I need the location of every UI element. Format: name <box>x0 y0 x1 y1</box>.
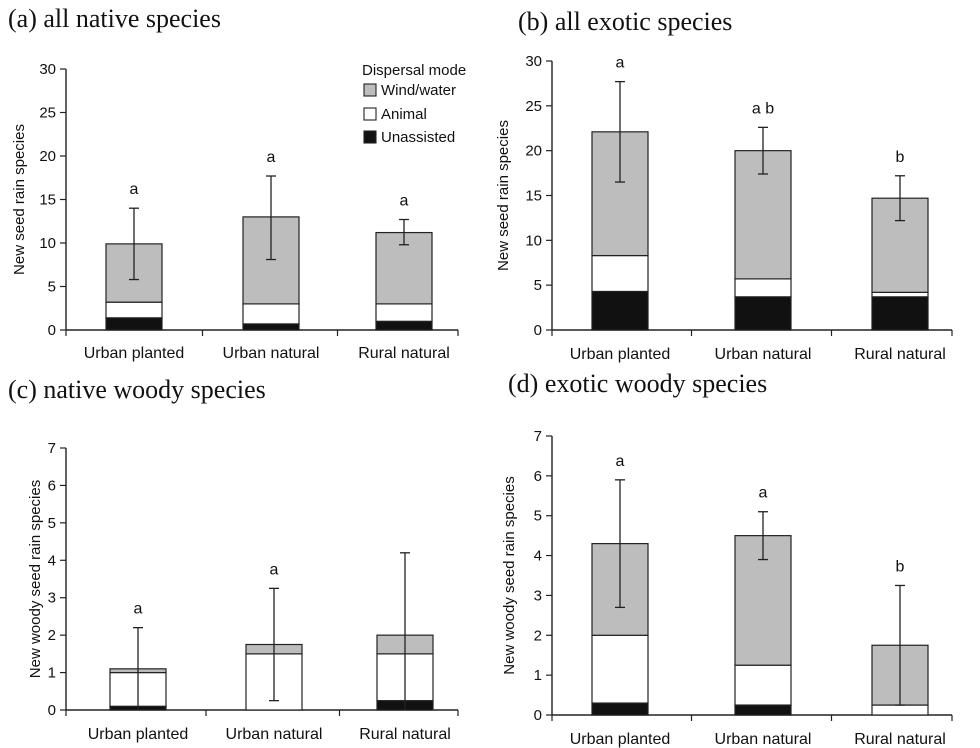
bar-segment-animal <box>734 664 792 706</box>
panel-title: (c) native woody species <box>8 375 266 404</box>
panel-title: (d) exotic woody species <box>508 369 767 398</box>
y-tick-label: 3 <box>534 587 542 604</box>
legend-swatch-wind-water <box>363 83 377 97</box>
chart-panel-c: (c) native woody species New woody seed r… <box>8 375 459 743</box>
y-tick-label: 5 <box>48 279 56 296</box>
bar-segment-unassisted <box>734 296 792 331</box>
category-label: Urban natural <box>715 731 812 748</box>
y-axis-label: New seed rain species <box>11 124 28 275</box>
panel-title: (b) all exotic species <box>518 7 732 36</box>
y-tick-label: 3 <box>48 590 56 607</box>
y-tick-label: 2 <box>48 627 56 644</box>
category-label: Rural natural <box>359 726 451 743</box>
y-axis-label: New woody seed rain species <box>501 476 518 674</box>
y-tick-label: 20 <box>39 148 56 165</box>
bar-segment-animal <box>734 278 792 298</box>
y-tick-label: 15 <box>39 192 56 209</box>
y-tick-label: 6 <box>534 468 542 485</box>
y-tick-label: 6 <box>48 477 56 494</box>
bar-segment-animal <box>242 303 300 325</box>
significance-label: a <box>267 149 276 166</box>
y-tick-label: 25 <box>39 105 56 122</box>
legend-item-label: Wind/water <box>381 82 456 99</box>
bar-segment-animal <box>591 254 649 293</box>
significance-label: a <box>134 601 143 618</box>
bar-segment-unassisted <box>871 296 929 331</box>
bar-segment-unassisted <box>734 704 792 716</box>
y-tick-label: 7 <box>534 428 542 445</box>
legend-item-label: Unassisted <box>381 129 455 146</box>
bar-segment-unassisted <box>591 290 649 331</box>
category-label: Urban planted <box>570 731 671 748</box>
significance-label: b <box>896 558 905 575</box>
bar-segment-unassisted <box>375 320 433 331</box>
chart-panel-d: (d) exotic woody species New woody seed r… <box>501 369 953 748</box>
y-tick-label: 4 <box>48 552 56 569</box>
significance-label: b <box>896 149 905 166</box>
category-label: Rural natural <box>854 346 946 363</box>
category-label: Urban natural <box>223 345 320 362</box>
significance-label: a <box>400 193 409 210</box>
legend: Dispersal mode Wind/water Animal Unassisted <box>362 62 466 146</box>
legend-item-label: Animal <box>381 106 427 123</box>
legend-swatch-animal <box>363 107 377 121</box>
bar-segment-animal <box>871 291 929 298</box>
y-tick-label: 4 <box>534 548 542 565</box>
category-label: Urban planted <box>88 726 189 743</box>
bar-segment-unassisted <box>242 323 300 331</box>
y-tick-label: 20 <box>525 143 542 160</box>
category-label: Rural natural <box>358 345 450 362</box>
significance-label: a <box>616 55 625 72</box>
y-tick-label: 2 <box>534 627 542 644</box>
y-tick-label: 5 <box>48 515 56 532</box>
category-label: Urban planted <box>570 346 671 363</box>
y-tick-label: 30 <box>39 61 56 78</box>
y-tick-label: 0 <box>534 707 542 724</box>
legend-swatch-unassisted <box>363 130 377 144</box>
category-label: Urban natural <box>226 726 323 743</box>
legend-title: Dispersal mode <box>362 62 466 79</box>
y-axis-label: New woody seed rain species <box>27 480 44 678</box>
y-tick-label: 15 <box>525 188 542 205</box>
bar-segment-animal <box>375 303 433 322</box>
significance-label: a <box>759 485 768 502</box>
y-tick-label: 7 <box>48 440 56 457</box>
y-axis-label: New seed rain species <box>495 120 512 271</box>
chart-panel-a: (a) all native species New seed rain spec… <box>8 4 466 362</box>
y-tick-label: 0 <box>534 322 542 339</box>
significance-label: a b <box>752 100 774 117</box>
y-tick-label: 1 <box>534 667 542 684</box>
y-tick-label: 10 <box>39 235 56 252</box>
y-tick-label: 5 <box>534 508 542 525</box>
y-tick-label: 10 <box>525 232 542 249</box>
y-tick-label: 1 <box>48 665 56 682</box>
chart-panel-b: (b) all exotic species New seed rain spec… <box>495 7 953 363</box>
category-label: Urban natural <box>715 346 812 363</box>
significance-label: a <box>616 453 625 470</box>
category-label: Rural natural <box>854 731 946 748</box>
y-tick-label: 30 <box>525 53 542 70</box>
y-tick-label: 25 <box>525 98 542 115</box>
panel-title: (a) all native species <box>8 4 221 33</box>
category-label: Urban planted <box>84 345 185 362</box>
bar-segment-unassisted <box>105 317 163 331</box>
significance-label: a <box>270 561 279 578</box>
bar-segment-animal <box>591 634 649 704</box>
bar-segment-unassisted <box>591 702 649 716</box>
significance-label: a <box>130 181 139 198</box>
bar-segment-animal <box>105 301 163 319</box>
y-tick-label: 0 <box>48 702 56 719</box>
y-tick-label: 0 <box>48 322 56 339</box>
bar-segment-animal <box>871 704 929 716</box>
y-tick-label: 5 <box>534 277 542 294</box>
